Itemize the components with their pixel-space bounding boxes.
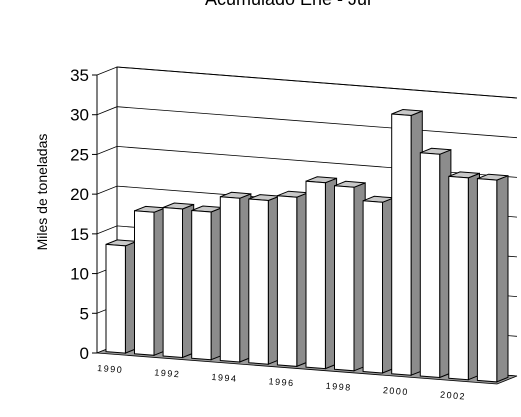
- y-tick-label: 10: [70, 265, 89, 284]
- x-tick-label: 1990: [97, 363, 124, 375]
- x-axis-ticks: 1990 1992 1994 1996 1998 2000 2002: [97, 363, 467, 402]
- bar: [105, 239, 138, 354]
- y-tick-label: 30: [70, 106, 89, 125]
- bars: [105, 108, 509, 383]
- y-axis-ticks: 0 5 10 15 20 25 30 35: [70, 66, 89, 363]
- gridline: [96, 145, 518, 178]
- bar: [134, 205, 166, 357]
- bar: [419, 147, 452, 379]
- bar: [391, 108, 423, 376]
- bar: [248, 194, 280, 365]
- bar: [476, 173, 509, 383]
- y-tick-label: 0: [80, 344, 89, 363]
- bar: [162, 202, 195, 359]
- y-tick-label: 25: [70, 145, 89, 164]
- bar-face: [162, 206, 183, 359]
- bar: [305, 176, 338, 370]
- bar-face: [419, 152, 441, 379]
- bar-face: [305, 180, 326, 370]
- y-tick-label: 20: [70, 185, 89, 204]
- x-tick-label: 1992: [154, 367, 181, 379]
- y-tick-label: 15: [70, 225, 89, 244]
- x-tick-label: 2000: [383, 385, 410, 397]
- bar: [448, 171, 480, 381]
- bar-face: [476, 178, 498, 383]
- bar-face: [219, 196, 241, 363]
- bar: [276, 190, 309, 368]
- x-tick-label: 1994: [211, 372, 238, 384]
- bar: [191, 205, 223, 361]
- chart-title: Acumulado Ene - Jul: [205, 0, 371, 9]
- bar-face: [362, 200, 383, 374]
- bar-face: [276, 195, 298, 367]
- y-axis-label: Miles de toneladas: [34, 134, 50, 251]
- bar: [219, 191, 252, 363]
- bar-face: [191, 209, 212, 361]
- bar-face: [391, 113, 412, 376]
- x-tick-label: 1996: [268, 376, 295, 388]
- x-tick-label: 2002: [440, 390, 467, 402]
- x-tick-label: 1998: [325, 381, 352, 393]
- bar-side: [496, 174, 509, 383]
- gridline: [96, 66, 518, 99]
- bar-face: [448, 175, 469, 381]
- bar-face: [134, 210, 155, 356]
- y-tick-label: 5: [80, 304, 89, 323]
- bar-face: [248, 198, 269, 365]
- bar-face: [105, 243, 126, 354]
- y-tick-label: 35: [70, 66, 89, 85]
- bar: [362, 195, 395, 374]
- bar: [334, 180, 366, 372]
- gridline: [96, 106, 518, 139]
- bar-face: [334, 185, 355, 372]
